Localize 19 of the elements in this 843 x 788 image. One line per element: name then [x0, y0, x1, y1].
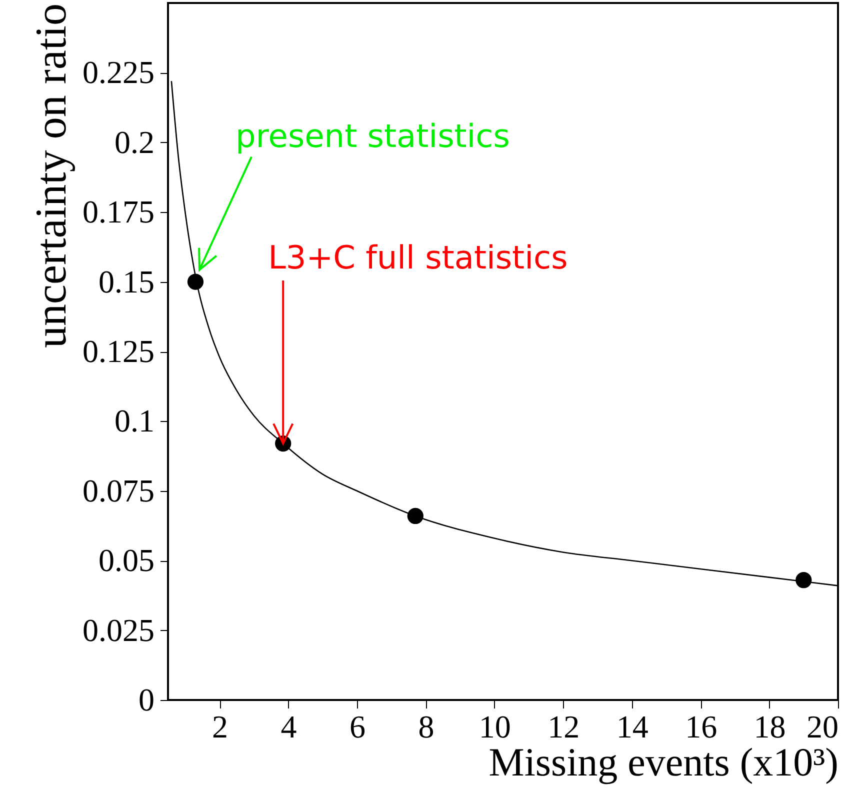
y-tick-label: 0.05	[98, 542, 154, 578]
x-tick-label: 6	[349, 708, 366, 744]
annotation: L3+C full statistics	[268, 238, 568, 277]
y-tick-label: 0.1	[114, 402, 154, 439]
x-tick-label: 8	[418, 708, 434, 744]
y-tick-label: 0.125	[82, 333, 154, 369]
y-axis-title: uncertainty on ratio	[26, 4, 76, 348]
x-tick-label: 2	[212, 708, 228, 744]
y-tick-label: 0.225	[82, 54, 154, 90]
x-tick-label: 4	[280, 708, 297, 744]
y-tick-label: 0.075	[82, 472, 154, 508]
y-tick-label: 0.2	[114, 124, 154, 160]
y-tick-label: 0.175	[82, 194, 154, 230]
point	[796, 572, 812, 588]
y-tick-label: 0.025	[82, 612, 154, 648]
point	[187, 274, 204, 290]
annotation: present statistics	[235, 116, 510, 155]
y-tick-label: 0.15	[98, 263, 154, 300]
y-tick-label: 0	[138, 682, 154, 718]
